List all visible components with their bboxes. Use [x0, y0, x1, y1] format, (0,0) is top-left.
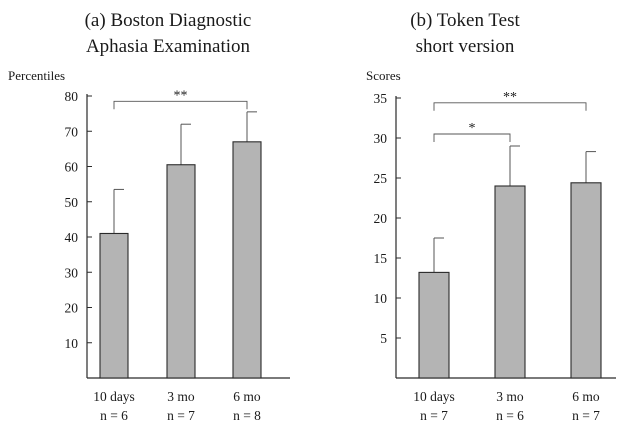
panel-a-y-tick-label: 40 [65, 230, 79, 245]
panel-a-boston-diagnostic: (a) Boston Diagnostic Aphasia Examinatio… [8, 10, 290, 423]
panel-a-bar [166, 164, 196, 379]
panel-a-bar [232, 141, 262, 379]
panel-a-bar [99, 232, 129, 379]
panel-b-title-line2: short version [416, 36, 515, 57]
panel-a-y-tick-label: 10 [65, 336, 79, 351]
panel-b-bar [570, 182, 602, 379]
panel-a-n-label: n = 8 [233, 408, 261, 423]
panel-a-y-tick-label: 70 [65, 124, 79, 139]
panel-b-title-line1: (b) Token Test [410, 10, 520, 31]
panel-b-n-label: n = 7 [420, 408, 448, 423]
panel-a-significance-bracket [113, 100, 248, 110]
panel-a-title-line1: (a) Boston Diagnostic [85, 10, 252, 31]
panel-b-n-label: n = 7 [572, 408, 600, 423]
panel-b-significance-label: ** [503, 90, 517, 105]
panel-b-y-tick-label: 15 [374, 251, 388, 266]
panel-a-y-tick-label: 60 [65, 160, 79, 175]
panel-b-y-tick-label: 35 [374, 91, 388, 106]
panel-b-y-tick-label: 5 [380, 331, 387, 346]
panel-b-category-label: 6 mo [572, 389, 600, 404]
panel-a-y-tick-label: 50 [65, 195, 79, 210]
panel-b-y-tick-label: 25 [374, 171, 388, 186]
panel-a-category-label: 10 days [93, 389, 135, 404]
panel-b-token-test: (b) Token Test short version Scores 5 10 1… [366, 10, 616, 423]
panel-a-y-tick-label: 80 [65, 89, 79, 104]
panel-b-bar [494, 185, 526, 379]
panel-a-n-label: n = 7 [167, 408, 195, 423]
panel-b-y-axis-label: Scores [366, 68, 401, 83]
panel-a-y-axis-label: Percentiles [8, 68, 65, 83]
panel-a-title-line2: Aphasia Examination [86, 36, 251, 57]
panel-a-category-label: 3 mo [167, 389, 195, 404]
panel-a-category-label: 6 mo [233, 389, 261, 404]
panel-a-n-label: n = 6 [100, 408, 128, 423]
panel-b-category-label: 3 mo [496, 389, 524, 404]
panel-b-bar [418, 271, 450, 379]
panel-a-y-tick-label: 30 [65, 265, 79, 280]
panel-a-significance-label: ** [174, 88, 188, 103]
panel-b-significance-label: * [469, 121, 476, 136]
panel-b-significance-bracket [433, 102, 587, 111]
panel-b-category-label: 10 days [413, 389, 455, 404]
panel-b-y-tick-label: 10 [374, 291, 388, 306]
panel-b-y-tick-label: 30 [374, 131, 388, 146]
panel-a-y-tick-label: 20 [65, 301, 79, 316]
panel-b-significance-bracket [433, 133, 511, 142]
panel-b-y-tick-label: 20 [374, 211, 388, 226]
panel-b-n-label: n = 6 [496, 408, 524, 423]
